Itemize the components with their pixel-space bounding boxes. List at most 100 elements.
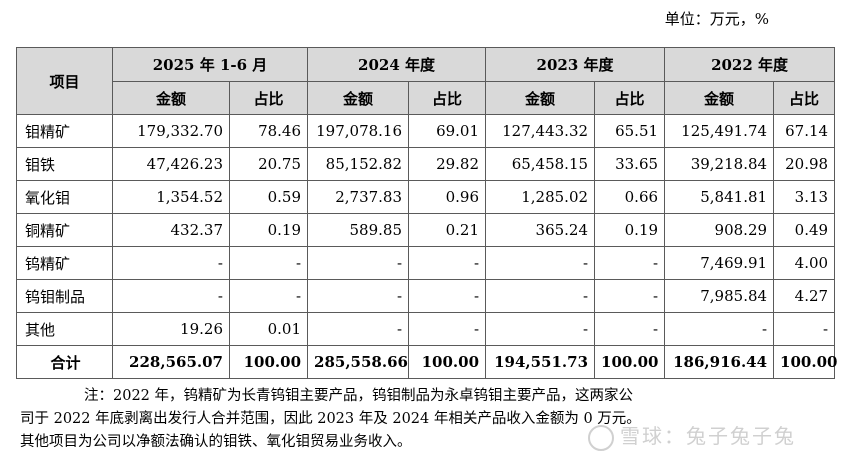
cell: 127,443.32 — [485, 114, 596, 148]
row-label: 钨钼制品 — [16, 279, 113, 313]
cell: - — [773, 312, 836, 346]
table-note: 注：2022 年，钨精矿为长青钨钼主要产品，钨钼制品为永卓钨钼主要产品，这两家公… — [20, 385, 804, 454]
cell: - — [594, 246, 666, 280]
total-row: 合计 228,565.07 100.00 285,558.66 100.00 1… — [16, 345, 837, 379]
header-period: 2025 年 1-6 月 — [111, 47, 309, 82]
header-amount: 金额 — [112, 81, 230, 115]
header-amount: 金额 — [307, 81, 410, 115]
cell: 69.01 — [408, 114, 487, 148]
cell: 39,218.84 — [664, 147, 775, 181]
cell: 7,985.84 — [664, 279, 775, 313]
total-cell: 186,916.44 — [664, 345, 775, 379]
cell: 33.65 — [594, 147, 666, 181]
cell: - — [664, 312, 775, 346]
header-ratio: 占比 — [228, 81, 309, 115]
table-row: 钼铁 47,426.23 20.75 85,152.82 29.82 65,45… — [16, 147, 836, 181]
cell: 7,469.91 — [664, 246, 775, 280]
table-row: 铜精矿 432.37 0.19 589.85 0.21 365.24 0.19 … — [16, 213, 836, 247]
cell: 0.96 — [408, 180, 487, 214]
cell: 67.14 — [773, 114, 836, 148]
cell: 47,426.23 — [112, 147, 230, 181]
cell: 29.82 — [408, 147, 487, 181]
cell: 0.19 — [594, 213, 666, 247]
cell: 4.00 — [773, 246, 836, 280]
cell: 0.49 — [773, 213, 836, 247]
table-row: 钨精矿 - - - - - - 7,469.91 4.00 — [16, 246, 836, 280]
cell: 908.29 — [664, 213, 775, 247]
cell: 1,285.02 — [485, 180, 596, 214]
cell: 589.85 — [307, 213, 410, 247]
header-amount: 金额 — [664, 81, 775, 115]
cell: 19.26 — [112, 312, 230, 346]
total-cell: 100.00 — [408, 345, 487, 379]
table-row: 钨钼制品 - - - - - - 7,985.84 4.27 — [16, 279, 836, 313]
cell: 5,841.81 — [664, 180, 775, 214]
cell: 1,354.52 — [112, 180, 230, 214]
snowball-logo-icon — [588, 424, 614, 451]
cell: - — [408, 246, 487, 280]
cell: 197,078.16 — [307, 114, 410, 148]
cell: - — [485, 246, 596, 280]
header-ratio: 占比 — [773, 81, 836, 115]
cell: 179,332.70 — [112, 114, 230, 148]
cell: 78.46 — [228, 114, 309, 148]
cell: - — [594, 312, 666, 346]
table-row: 其他 19.26 0.01 - - - - - - — [16, 312, 836, 346]
cell: 0.59 — [228, 180, 309, 214]
note-line: 司于 2022 年底剥离出发行人合并范围，因此 2023 年及 2024 年相关… — [20, 411, 641, 427]
cell: 20.98 — [773, 147, 836, 181]
cell: - — [228, 279, 309, 313]
cell: 3.13 — [773, 180, 836, 214]
cell: - — [485, 312, 596, 346]
cell: 65,458.15 — [485, 147, 596, 181]
cell: - — [112, 246, 230, 280]
cell: - — [594, 279, 666, 313]
total-cell: 194,551.73 — [485, 345, 596, 379]
header-item: 项目 — [16, 47, 113, 115]
cell: - — [307, 312, 410, 346]
cell: 0.01 — [228, 312, 309, 346]
header-ratio: 占比 — [594, 81, 666, 115]
row-label: 其他 — [16, 312, 113, 346]
row-label: 钼铁 — [16, 147, 113, 181]
cell: 365.24 — [485, 213, 596, 247]
cell: - — [112, 279, 230, 313]
cell: 432.37 — [112, 213, 230, 247]
total-label: 合计 — [16, 345, 113, 379]
table-row: 氧化钼 1,354.52 0.59 2,737.83 0.96 1,285.02… — [16, 180, 836, 214]
row-label: 铜精矿 — [16, 213, 113, 247]
revenue-table: 项目 2025 年 1-6 月 2024 年度 2023 年度 2022 年度 … — [16, 47, 837, 379]
watermark-text: 雪球：兔子兔子兔 — [620, 424, 796, 448]
cell: 2,737.83 — [307, 180, 410, 214]
note-line: 其他项目为公司以净额法确认的钼铁、氧化钼贸易业务收入。 — [20, 434, 412, 450]
table-row: 钼精矿 179,332.70 78.46 197,078.16 69.01 12… — [16, 114, 836, 148]
cell: - — [408, 312, 487, 346]
row-label: 钼精矿 — [16, 114, 113, 148]
cell: - — [408, 279, 487, 313]
cell: - — [228, 246, 309, 280]
cell: 20.75 — [228, 147, 309, 181]
total-cell: 285,558.66 — [307, 345, 410, 379]
cell: 4.27 — [773, 279, 836, 313]
header-ratio: 占比 — [408, 81, 487, 115]
total-cell: 100.00 — [594, 345, 666, 379]
cell: 0.21 — [408, 213, 487, 247]
cell: 0.19 — [228, 213, 309, 247]
header-period: 2022 年度 — [664, 47, 836, 82]
cell: 65.51 — [594, 114, 666, 148]
cell: 125,491.74 — [664, 114, 775, 148]
row-label: 氧化钼 — [16, 180, 113, 214]
row-label: 钨精矿 — [16, 246, 113, 280]
watermark: 雪球：兔子兔子兔 — [588, 420, 796, 451]
total-cell: 100.00 — [228, 345, 309, 379]
unit-label: 单位：万元，% — [664, 10, 769, 28]
header-amount: 金额 — [485, 81, 596, 115]
total-cell: 100.00 — [773, 345, 837, 379]
cell: 0.66 — [594, 180, 666, 214]
cell: - — [307, 246, 410, 280]
cell: - — [307, 279, 410, 313]
header-period: 2024 年度 — [307, 47, 487, 82]
cell: - — [485, 279, 596, 313]
note-line: 注：2022 年，钨精矿为长青钨钼主要产品，钨钼制品为永卓钨钼主要产品，这两家公 — [84, 388, 634, 404]
total-cell: 228,565.07 — [112, 345, 230, 379]
